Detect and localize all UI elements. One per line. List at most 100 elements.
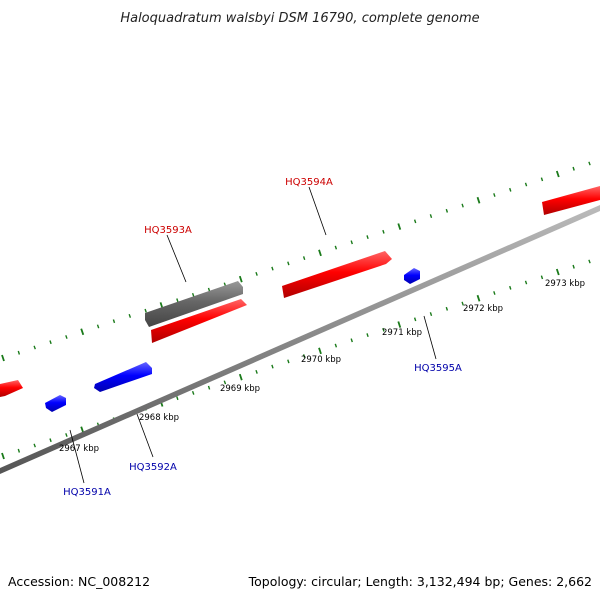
forward-track-tick-minor: [33, 345, 36, 350]
reverse-track-tick-major: [555, 268, 560, 276]
forward-track-tick-major: [397, 223, 402, 230]
gene-forward-right-edge[interactable]: [542, 186, 600, 215]
scale-label-2972: 2972 kbp: [463, 304, 503, 314]
forward-strand-tick-track: [1, 161, 591, 362]
reverse-genes: [45, 268, 420, 412]
forward-track-tick-minor: [207, 287, 211, 292]
reverse-track-tick-minor: [429, 312, 433, 317]
forward-track-tick-minor: [572, 166, 575, 171]
forward-track-tick-minor: [493, 193, 496, 197]
scale-label-2973: 2973 kbp: [545, 279, 585, 289]
leader-line-HQ3593A: [166, 234, 187, 283]
forward-track-tick-minor: [287, 261, 290, 266]
gene-forward-under-HQ3593A[interactable]: [151, 299, 247, 343]
reverse-track-tick-minor: [350, 338, 353, 343]
forward-track-tick-minor: [255, 271, 258, 276]
reverse-track-tick-minor: [255, 369, 258, 374]
forward-track-tick-minor: [144, 308, 147, 313]
gene-HQ3594A[interactable]: [282, 251, 392, 298]
reverse-track-tick-minor: [271, 364, 274, 369]
forward-track-tick-minor: [461, 203, 464, 208]
forward-track-tick-minor: [49, 340, 52, 345]
forward-track-tick-major: [238, 275, 243, 283]
reverse-track-tick-minor: [572, 264, 575, 269]
forward-track-tick-major: [476, 196, 481, 204]
gene-forward-left-edge[interactable]: [0, 380, 23, 397]
forward-track-tick-minor: [445, 208, 449, 213]
scale-labels: 2967 kbp 2968 kbp 2969 kbp 2970 kbp 2971…: [59, 279, 585, 454]
forward-track-tick-minor: [524, 182, 528, 187]
gene-label-HQ3591A[interactable]: HQ3591A: [63, 487, 111, 498]
gene-label-HQ3594A[interactable]: HQ3594A: [285, 177, 333, 188]
map-title: Haloquadratum walsbyi DSM 16790, complet…: [120, 11, 479, 26]
forward-track-tick-minor: [112, 319, 116, 324]
genome-backbone: [0, 205, 600, 474]
forward-track-tick-minor: [540, 177, 544, 182]
genome-summary-text: Topology: circular; Length: 3,132,494 bp…: [248, 574, 592, 589]
accession-text: Accession: NC_008212: [8, 574, 150, 589]
scale-label-2968: 2968 kbp: [139, 413, 179, 423]
gene-HQ3595A[interactable]: [404, 268, 420, 284]
forward-track-tick-minor: [96, 324, 100, 329]
scale-label-2970: 2970 kbp: [301, 355, 341, 365]
reverse-track-tick-minor: [302, 354, 306, 359]
scale-label-2971: 2971 kbp: [382, 328, 422, 338]
gene-label-HQ3593A[interactable]: HQ3593A: [144, 225, 192, 236]
forward-track-tick-major: [318, 249, 322, 257]
reverse-track-tick-minor: [540, 275, 544, 280]
gene-HQ3592A[interactable]: [94, 362, 152, 392]
reverse-track-tick-major: [476, 294, 481, 302]
forward-track-tick-minor: [128, 313, 132, 318]
reverse-track-tick-minor: [49, 438, 52, 443]
reverse-track-tick-minor: [334, 343, 338, 348]
forward-track-tick-minor: [382, 229, 385, 234]
gene-HQ3591A[interactable]: [45, 395, 66, 412]
reverse-track-tick-minor: [191, 390, 195, 395]
forward-track-tick-minor: [271, 266, 274, 271]
forward-track-tick-minor: [176, 298, 179, 303]
leader-line-HQ3591A: [69, 429, 85, 484]
forward-track-tick-minor: [588, 161, 591, 166]
reverse-track-tick-minor: [461, 301, 464, 306]
forward-track-tick-minor: [509, 187, 512, 192]
gene-label-HQ3595A[interactable]: HQ3595A: [414, 363, 462, 374]
forward-track-tick-minor: [65, 335, 68, 339]
reverse-track-tick-major: [318, 347, 322, 355]
forward-track-tick-minor: [191, 292, 195, 297]
gene-HQ3593A-other[interactable]: [145, 281, 243, 327]
reverse-track-tick-minor: [223, 380, 227, 385]
scale-label-2969: 2969 kbp: [220, 384, 260, 394]
forward-track-tick-minor: [302, 256, 306, 261]
forward-track-tick-major: [80, 328, 85, 336]
gene-labels: HQ3591A HQ3592A HQ3593A HQ3594A HQ3595A: [63, 177, 462, 498]
forward-track-tick-major: [1, 354, 5, 362]
leader-line-HQ3592A: [136, 413, 154, 458]
reverse-track-tick-minor: [524, 280, 528, 285]
forward-track-tick-minor: [334, 245, 338, 250]
reverse-track-tick-minor: [366, 333, 369, 338]
forward-track-tick-major: [555, 170, 560, 178]
reverse-track-tick-minor: [413, 317, 417, 322]
gene-label-HQ3592A[interactable]: HQ3592A: [129, 462, 177, 473]
reverse-track-tick-minor: [65, 433, 68, 437]
leader-line-HQ3595A: [423, 315, 437, 360]
reverse-track-tick-minor: [17, 448, 21, 453]
reverse-track-tick-minor: [493, 291, 496, 295]
forward-genes: [0, 186, 600, 397]
reverse-track-tick-minor: [588, 259, 591, 264]
forward-track-tick-minor: [429, 214, 433, 219]
forward-track-tick-minor: [17, 350, 21, 355]
gene-leader-lines: [69, 186, 437, 484]
forward-track-tick-minor: [413, 219, 417, 224]
reverse-track-tick-major: [1, 452, 5, 460]
reverse-track-tick-major: [397, 321, 402, 328]
reverse-track-tick-minor: [207, 385, 211, 390]
forward-track-tick-minor: [366, 235, 369, 240]
reverse-track-tick-minor: [33, 443, 36, 448]
reverse-track-tick-minor: [287, 359, 290, 364]
reverse-track-tick-major: [238, 373, 243, 381]
reverse-track-tick-minor: [509, 285, 512, 290]
scale-label-2967: 2967 kbp: [59, 444, 99, 454]
leader-line-HQ3594A: [308, 186, 327, 236]
